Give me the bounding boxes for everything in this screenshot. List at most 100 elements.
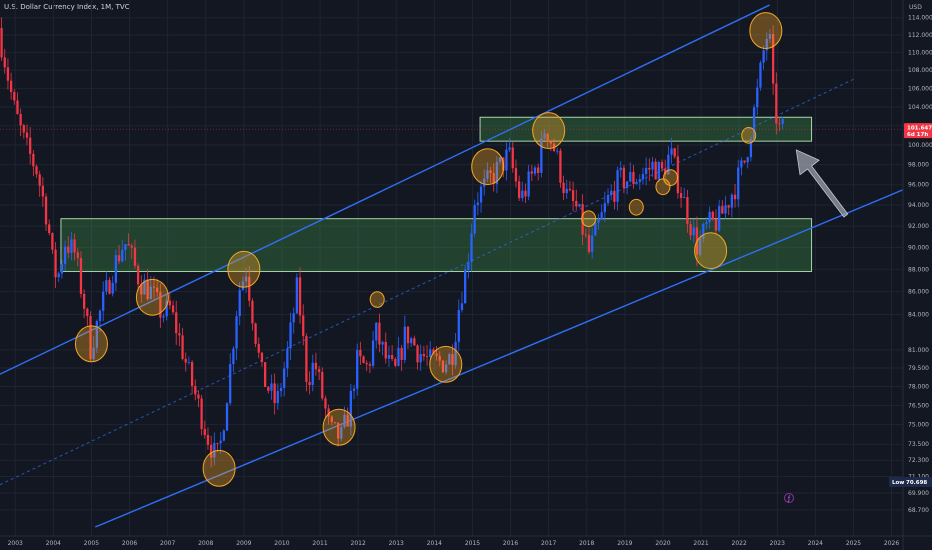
candle-body: [565, 188, 568, 194]
candle-body: [368, 364, 372, 366]
price-tick-label: 73.500: [908, 441, 929, 448]
candle-body: [352, 388, 356, 391]
highlight-circle: [741, 127, 757, 144]
time-tick-label: 2024: [808, 540, 823, 547]
candle-body: [524, 190, 527, 197]
candle-body: [721, 206, 724, 214]
candle-body: [105, 280, 108, 292]
candle-body: [241, 281, 245, 290]
candle-body: [473, 204, 476, 234]
candle-body: [705, 222, 708, 225]
highlight-circle: [628, 198, 644, 216]
candle-body: [470, 233, 473, 263]
candle-body: [121, 250, 124, 262]
candle-body: [225, 403, 229, 431]
time-tick-label: 2011: [312, 540, 327, 547]
candle-body: [190, 362, 194, 387]
time-tick-label: 2022: [732, 540, 747, 547]
candle-body: [38, 174, 41, 186]
time-tick-label: 2018: [579, 540, 594, 547]
candle-body: [298, 277, 302, 316]
candle-body: [454, 341, 457, 366]
candle-body: [571, 190, 575, 201]
candle-body: [22, 125, 25, 133]
candle-body: [19, 113, 22, 126]
candle-body: [321, 371, 324, 399]
candle-body: [435, 353, 438, 356]
price-axis[interactable]: 114.000 112.000 110.000 108.000 106.000 104.0…: [908, 15, 932, 514]
candle-body: [152, 286, 156, 288]
candle-body: [365, 362, 368, 365]
zone-support: [60, 218, 813, 272]
tradingview-logo-icon[interactable]: ƒ: [784, 493, 794, 503]
candle-body: [92, 347, 95, 360]
candle-body: [568, 188, 572, 191]
candle-body: [9, 80, 13, 93]
time-tick-label: 2026: [884, 540, 899, 547]
candle-body: [657, 162, 660, 180]
candle-body: [394, 359, 397, 366]
candle-body: [581, 204, 584, 235]
candle-body: [333, 421, 337, 423]
time-tick-label: 2003: [8, 540, 23, 547]
candle-body: [419, 354, 422, 363]
candle-body: [425, 356, 429, 358]
candle-body: [549, 141, 553, 144]
candle-body: [0, 27, 3, 58]
channel-line-lower: [94, 189, 903, 528]
price-tick-label: 94.000: [908, 202, 929, 209]
candle-body: [13, 92, 16, 101]
candle-body: [495, 161, 499, 184]
time-tick-label: 2020: [655, 540, 670, 547]
candle-body: [756, 87, 759, 108]
highlight-circle: [532, 112, 566, 149]
candles: [0, 17, 784, 468]
candle-body: [610, 190, 613, 196]
candle-body: [314, 362, 318, 370]
candle-body: [57, 273, 60, 278]
candle-body: [162, 316, 165, 318]
candle-body: [673, 148, 676, 157]
price-tick-label: 104.000: [908, 104, 932, 111]
candle-body: [686, 197, 689, 224]
time-axis[interactable]: 2003 2004 2005 2006 2007 2008 2009 2010 2011 2012…: [8, 540, 900, 547]
candle-body: [511, 147, 514, 169]
candle-body: [746, 157, 749, 163]
time-tick-label: 2025: [846, 540, 861, 547]
candle-body: [143, 279, 146, 295]
price-tick-label: 88.000: [908, 266, 929, 273]
candle-body: [708, 211, 711, 223]
candle-body: [6, 67, 10, 81]
highlight-circle: [471, 148, 505, 186]
candle-body: [508, 147, 511, 150]
candle-body: [781, 118, 784, 124]
highlight-circle: [749, 12, 783, 49]
candle-body: [82, 293, 86, 309]
arrow-annotation: [795, 149, 849, 218]
candle-body: [429, 349, 432, 357]
low-price-value: 70.698: [906, 480, 927, 486]
candle-body: [441, 360, 445, 373]
candle-body: [489, 170, 492, 174]
candle-body: [25, 132, 29, 138]
candle-body: [149, 286, 152, 300]
highlight-circle: [135, 278, 169, 316]
candle-body: [302, 315, 305, 337]
candle-body: [644, 167, 648, 174]
time-tick-label: 2010: [274, 540, 289, 547]
price-tick-label: 79.500: [908, 365, 929, 372]
price-tick-label: 108.000: [908, 67, 932, 74]
time-tick-label: 2005: [84, 540, 99, 547]
candle-body: [698, 238, 702, 255]
candle-body: [51, 233, 54, 250]
candle-body: [540, 138, 543, 173]
candle-body: [79, 258, 83, 294]
candle-body: [44, 196, 48, 225]
candle-body: [32, 153, 35, 167]
candle-body: [216, 442, 219, 444]
candle-body: [390, 355, 394, 360]
candle-body: [514, 168, 518, 182]
candle-body: [276, 391, 279, 404]
candle-body: [248, 276, 251, 301]
